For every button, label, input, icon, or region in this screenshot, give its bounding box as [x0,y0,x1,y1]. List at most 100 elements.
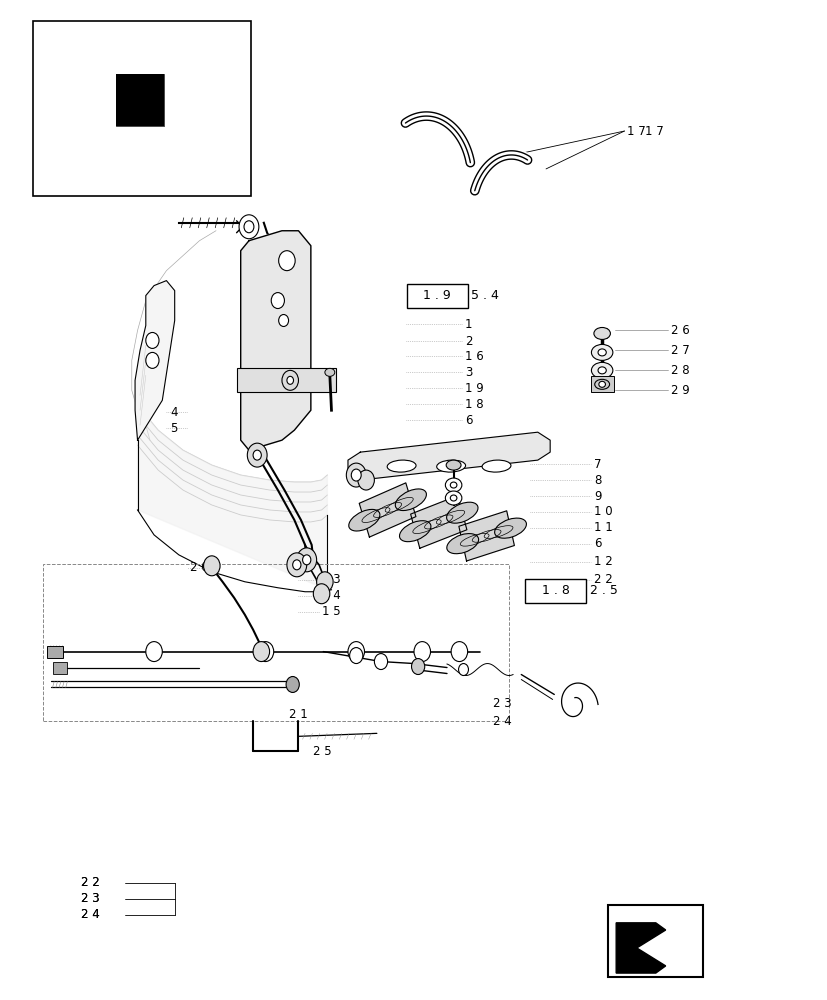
Circle shape [302,555,310,565]
Polygon shape [410,496,466,548]
Text: 1 4: 1 4 [321,589,340,602]
Circle shape [279,315,289,326]
Circle shape [414,642,430,662]
Circle shape [296,548,316,572]
Text: 1 6: 1 6 [465,350,483,363]
Text: 1: 1 [465,318,472,331]
Text: 2 4: 2 4 [80,908,99,921]
Text: 2 3: 2 3 [493,697,511,710]
Text: 1 . 9: 1 . 9 [423,289,451,302]
Circle shape [244,221,254,233]
Text: 1 8: 1 8 [465,398,483,411]
Polygon shape [615,923,665,973]
FancyBboxPatch shape [525,579,586,603]
Ellipse shape [494,518,526,538]
Circle shape [313,584,329,604]
Text: 5: 5 [170,422,178,435]
Bar [116,74,164,126]
Circle shape [146,352,159,368]
Polygon shape [135,281,174,440]
Ellipse shape [593,327,609,339]
Bar [590,376,613,392]
Ellipse shape [394,489,426,511]
Text: 5 . 4: 5 . 4 [471,289,498,302]
Circle shape [347,642,364,662]
Text: 1 7: 1 7 [644,125,663,138]
Text: 2 2: 2 2 [593,573,612,586]
Text: 2 . 5: 2 . 5 [589,584,617,597]
Circle shape [253,642,270,662]
Bar [607,905,702,977]
FancyBboxPatch shape [406,284,467,308]
Ellipse shape [447,534,478,554]
Circle shape [451,642,467,662]
Circle shape [316,572,332,592]
Text: 2 4: 2 4 [80,908,99,921]
Text: 1 9: 1 9 [465,382,483,395]
Bar [46,646,63,658]
Text: 2 3: 2 3 [80,892,99,905]
Ellipse shape [436,460,465,472]
Text: 4: 4 [170,406,178,419]
Ellipse shape [324,368,334,376]
Text: 1 0: 1 0 [593,505,612,518]
Circle shape [292,560,300,570]
Polygon shape [241,231,310,450]
Circle shape [374,654,387,670]
Text: 2 5: 2 5 [313,745,332,758]
Ellipse shape [590,344,612,360]
Circle shape [271,293,284,309]
Text: 2 9: 2 9 [671,384,690,397]
Circle shape [257,642,274,662]
Circle shape [146,332,159,348]
Text: 2 1: 2 1 [289,708,307,721]
Circle shape [349,648,362,664]
Polygon shape [458,511,514,561]
Circle shape [203,556,220,576]
Circle shape [458,664,468,676]
Bar [33,21,251,196]
Text: 1 . 8: 1 . 8 [542,584,569,597]
Ellipse shape [445,491,461,505]
Text: 1 3: 1 3 [321,573,340,586]
Bar [237,368,335,392]
Circle shape [411,659,424,675]
Ellipse shape [597,349,605,356]
Text: 1 7: 1 7 [626,125,645,138]
Ellipse shape [450,482,457,488]
Text: 2 2: 2 2 [80,876,99,889]
Circle shape [351,469,361,481]
Circle shape [247,443,267,467]
Ellipse shape [450,495,457,501]
Polygon shape [359,483,415,537]
Ellipse shape [597,367,605,374]
Ellipse shape [348,509,380,531]
Ellipse shape [399,521,430,542]
Text: 6: 6 [465,414,472,427]
Circle shape [286,677,299,692]
Text: 1 5: 1 5 [321,605,340,618]
Text: 2 0: 2 0 [189,561,208,574]
Ellipse shape [594,379,609,389]
Bar [116,74,164,126]
Ellipse shape [598,381,605,387]
Ellipse shape [387,460,415,472]
Circle shape [346,463,366,487]
Text: 8: 8 [593,474,600,487]
Ellipse shape [445,478,461,492]
Ellipse shape [590,362,612,378]
Text: 2 3: 2 3 [80,892,99,905]
Text: 1 2: 1 2 [593,555,612,568]
Circle shape [239,215,259,239]
Circle shape [287,376,293,384]
Ellipse shape [481,460,510,472]
Polygon shape [347,432,549,480]
Polygon shape [137,405,327,590]
Bar [43,564,509,721]
Ellipse shape [446,460,461,470]
Circle shape [253,450,261,460]
Ellipse shape [446,502,477,523]
Text: 9: 9 [593,490,600,503]
Circle shape [279,251,294,271]
Circle shape [357,470,374,490]
